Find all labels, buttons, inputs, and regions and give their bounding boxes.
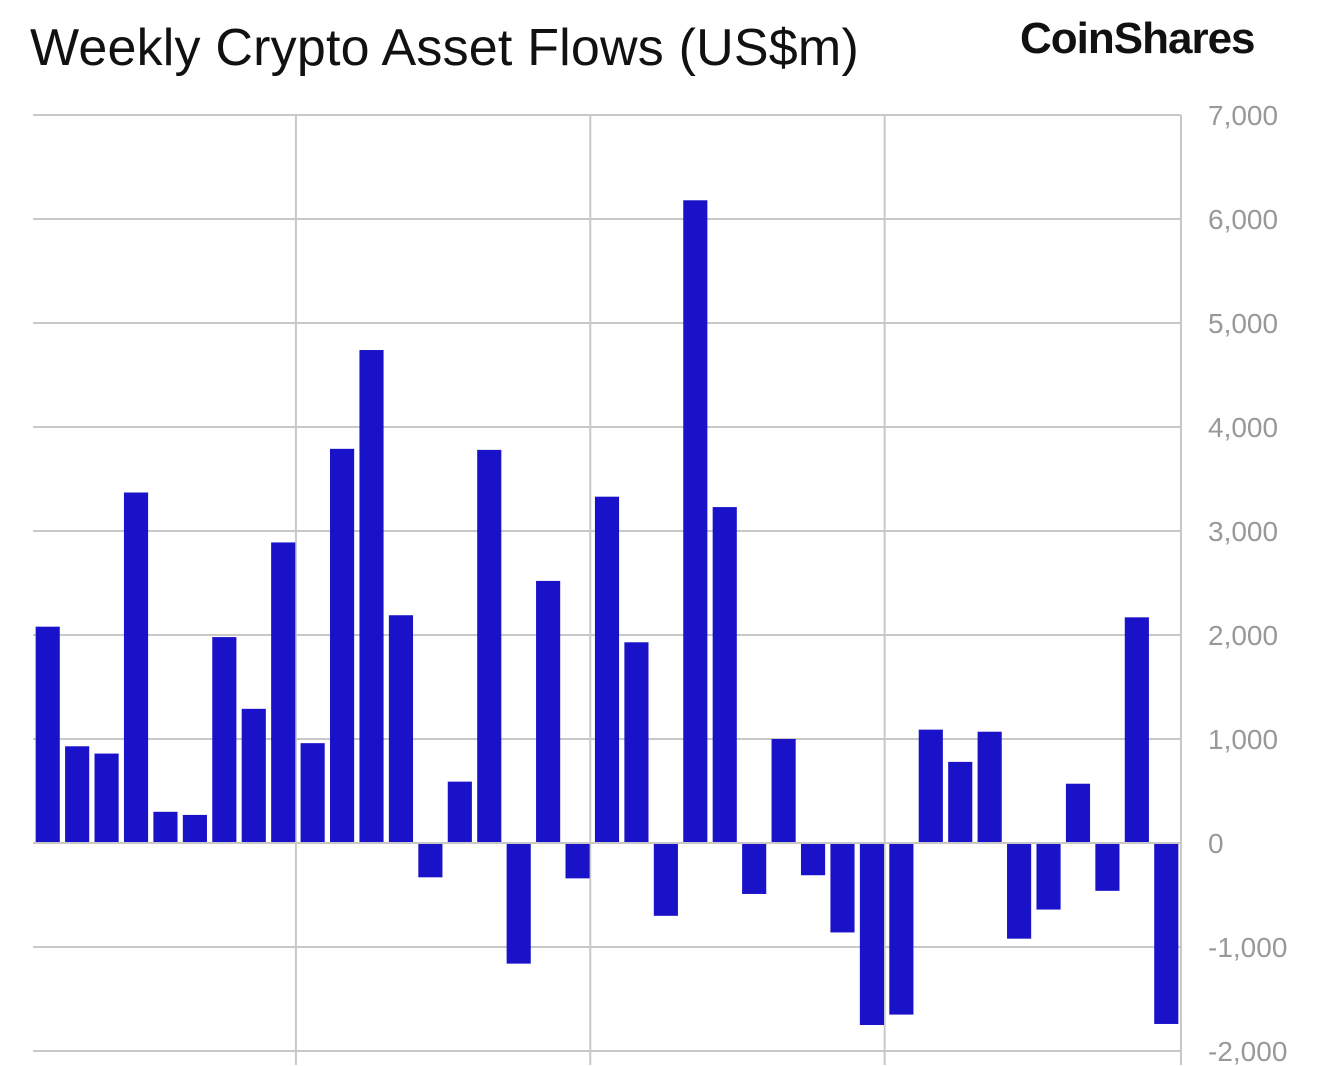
bar bbox=[1095, 843, 1120, 891]
bar bbox=[536, 580, 561, 843]
bar bbox=[477, 449, 502, 843]
y-tick-label: 0 bbox=[1208, 828, 1224, 859]
y-tick-label: 2,000 bbox=[1208, 620, 1278, 651]
bar bbox=[889, 843, 914, 1015]
bar bbox=[653, 843, 678, 916]
y-tick-label: 5,000 bbox=[1208, 308, 1278, 339]
bar bbox=[1065, 783, 1091, 843]
bar bbox=[300, 743, 325, 843]
bar bbox=[271, 542, 296, 843]
bar bbox=[565, 843, 590, 879]
bar bbox=[712, 507, 737, 843]
bar bbox=[948, 761, 973, 843]
bar bbox=[594, 496, 620, 843]
y-tick-label: -2,000 bbox=[1208, 1036, 1287, 1066]
coinshares-logo: CoinShares bbox=[1020, 14, 1256, 63]
bar bbox=[123, 492, 149, 843]
bar bbox=[859, 843, 884, 1025]
bar bbox=[742, 843, 767, 894]
bar bbox=[977, 731, 1002, 843]
bars-layer bbox=[35, 200, 1179, 1025]
bar bbox=[65, 746, 90, 843]
bar bbox=[153, 811, 178, 843]
bar bbox=[800, 843, 826, 876]
y-tick-label: 3,000 bbox=[1208, 516, 1278, 547]
y-tick-label: 4,000 bbox=[1208, 412, 1278, 443]
chart-title: Weekly Crypto Asset Flows (US$m) bbox=[30, 19, 859, 77]
y-tick-label: 1,000 bbox=[1208, 724, 1278, 755]
bar bbox=[1124, 617, 1149, 843]
bar bbox=[683, 200, 708, 843]
bar bbox=[330, 448, 355, 843]
bar bbox=[212, 637, 237, 843]
y-tick-label: 7,000 bbox=[1208, 100, 1278, 131]
y-tick-label: -1,000 bbox=[1208, 932, 1287, 963]
bar bbox=[624, 642, 649, 843]
bar bbox=[418, 843, 443, 878]
bar bbox=[447, 781, 472, 843]
bar bbox=[830, 843, 855, 933]
bar bbox=[241, 708, 266, 843]
bar bbox=[388, 615, 414, 843]
bar bbox=[918, 729, 943, 843]
bar bbox=[771, 739, 796, 843]
bar bbox=[35, 626, 60, 843]
bar bbox=[1036, 843, 1061, 910]
bar bbox=[182, 814, 207, 843]
axis-layer: 7,000 6,000 5,000 4,000 3,000 2,000 1,000 0 -1,0… bbox=[33, 100, 1287, 1066]
y-tick-label: 6,000 bbox=[1208, 204, 1278, 235]
bar bbox=[506, 843, 531, 964]
bar bbox=[1007, 843, 1032, 939]
bar bbox=[94, 753, 119, 843]
bar bbox=[359, 350, 384, 843]
bar bbox=[1154, 843, 1179, 1024]
